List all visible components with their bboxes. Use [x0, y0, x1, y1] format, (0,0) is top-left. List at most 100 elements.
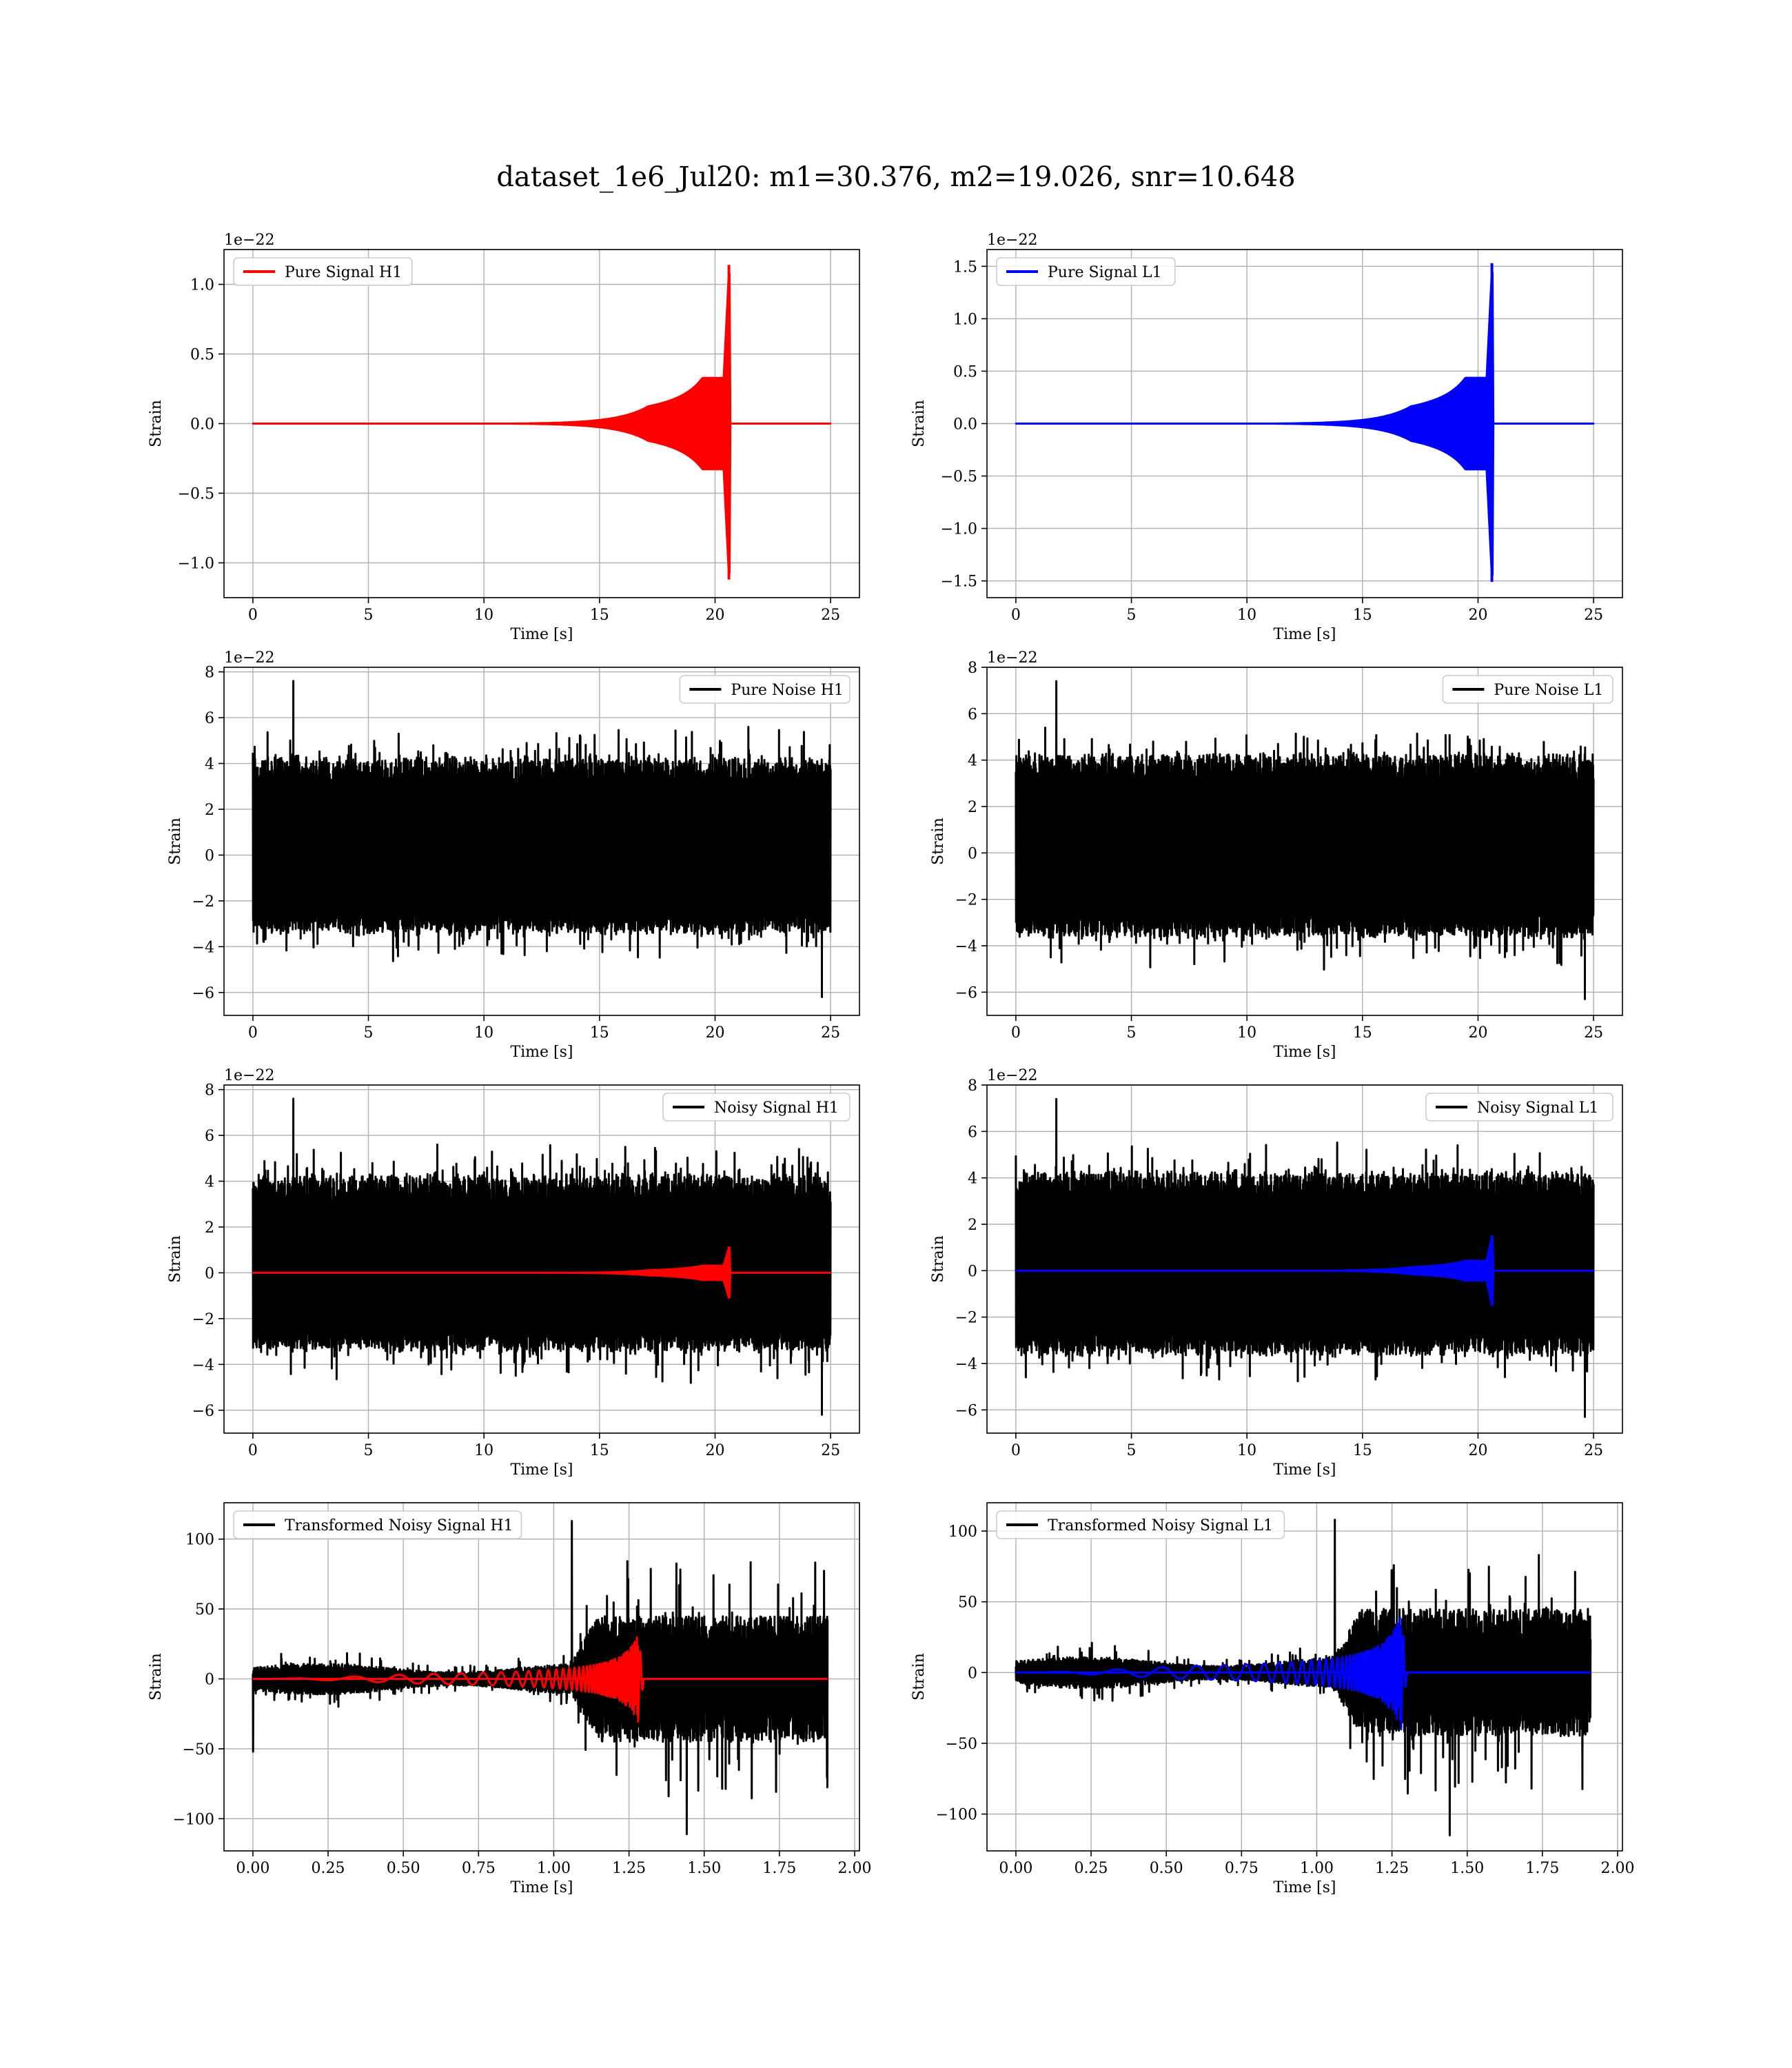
- series-line: [252, 1636, 828, 1723]
- x-axis-label: Time [s]: [1273, 1461, 1336, 1479]
- series-line: [1015, 680, 1595, 1000]
- y-tick-label: 0: [205, 1672, 214, 1689]
- x-tick-label: 0: [1011, 607, 1021, 624]
- plot-area: [1015, 1519, 1592, 1836]
- y-axis-label: Strain: [167, 818, 184, 865]
- x-tick-label: 10: [1237, 1442, 1256, 1459]
- legend-label: Transformed Noisy Signal L1: [1048, 1517, 1273, 1534]
- y-axis-label: Strain: [147, 1653, 165, 1701]
- axes-frame: [223, 667, 860, 1016]
- y-tick-label: −4: [192, 1357, 214, 1374]
- x-tick-label: 0.75: [462, 1860, 496, 1877]
- x-tick-label: 0: [1011, 1024, 1021, 1042]
- x-tick-label: 20: [705, 1024, 724, 1042]
- y-tick-label: 4: [968, 1170, 977, 1188]
- y-tick-label: 8: [205, 1082, 214, 1099]
- axes-frame: [223, 1502, 860, 1852]
- y-tick-label: 50: [958, 1594, 977, 1612]
- y-tick-label: −2: [955, 1310, 977, 1327]
- axes-frame: [986, 1502, 1623, 1852]
- series-line: [252, 1247, 832, 1299]
- x-tick-label: 10: [474, 607, 493, 624]
- plot-area: [252, 1097, 832, 1416]
- x-tick-label: 15: [1353, 1442, 1372, 1459]
- series-line: [252, 273, 832, 574]
- x-axis-label: Time [s]: [510, 1044, 573, 1061]
- panel-noisy-signal-l1: 0 5 10 15 20 25 −6 −4 −2 0 2 4 6 8 Time [s] Strain 1e−22…: [930, 1067, 1623, 1479]
- y-tick-label: −0.5: [941, 469, 977, 486]
- y-tick-label: −2: [955, 892, 977, 909]
- series-line: [1015, 1616, 1591, 1731]
- axes-frame: [986, 667, 1623, 1016]
- x-tick-label: 5: [364, 1024, 374, 1042]
- x-tick-label: 0: [248, 1442, 258, 1459]
- y-tick-label: 4: [205, 756, 214, 773]
- y-tick-label: 0: [968, 845, 977, 862]
- y-tick-label: −100: [173, 1811, 214, 1828]
- y-tick-label: −50: [946, 1736, 977, 1753]
- y-tick-label: 0.0: [190, 416, 214, 434]
- x-tick-label: 10: [474, 1024, 493, 1042]
- y-tick-label: 6: [205, 1128, 214, 1145]
- y-tick-label: 6: [968, 1124, 977, 1141]
- legend-box: [233, 257, 413, 286]
- y-tick-label: −1.0: [941, 521, 977, 538]
- y-tick-label: 4: [968, 753, 977, 770]
- y-tick-label: 0.5: [953, 363, 977, 381]
- y-tick-label: −1.0: [178, 556, 214, 573]
- x-tick-label: 0.25: [1075, 1860, 1108, 1877]
- x-tick-label: 5: [1127, 1442, 1137, 1459]
- legend-box: [233, 1510, 522, 1539]
- x-axis-label: Time [s]: [510, 1461, 573, 1479]
- y-tick-label: 100: [185, 1532, 214, 1549]
- y-tick-label: −1.5: [941, 574, 977, 591]
- x-tick-label: 10: [1237, 607, 1256, 624]
- x-tick-label: 1.75: [762, 1860, 796, 1877]
- y-tick-label: 1.5: [953, 258, 977, 276]
- x-tick-label: 0: [248, 607, 258, 624]
- x-tick-label: 0.25: [312, 1860, 345, 1877]
- series-line: [1015, 1097, 1595, 1418]
- legend-label: Pure Noise H1: [731, 682, 844, 699]
- x-tick-label: 15: [590, 1024, 609, 1042]
- x-axis-label: Time [s]: [510, 626, 573, 643]
- y-tick-label: 0: [968, 1263, 977, 1280]
- y-tick-label: 8: [205, 665, 214, 682]
- figure-title: dataset_1e6_Jul20: m1=30.376, m2=19.026,…: [496, 161, 1295, 193]
- y-tick-label: −6: [192, 985, 214, 1002]
- panel-pure-signal-l1: 0 5 10 15 20 25 −1.5 −1.0 −0.5 0.0 0.5 1.0 1.5 Time […: [910, 232, 1623, 643]
- x-tick-label: 0.75: [1225, 1860, 1259, 1877]
- series-line: [252, 1519, 829, 1836]
- y-axis-label: Strain: [910, 400, 928, 447]
- x-tick-label: 1.50: [687, 1860, 721, 1877]
- y-axis-label: Strain: [910, 1653, 928, 1701]
- y-tick-label: 2: [205, 802, 214, 819]
- x-tick-label: 15: [590, 607, 609, 624]
- x-tick-label: 25: [821, 1442, 840, 1459]
- x-tick-label: 1.75: [1525, 1860, 1559, 1877]
- legend-box: [662, 1093, 851, 1122]
- y-tick-label: 0.0: [953, 416, 977, 434]
- legend-label: Transformed Noisy Signal H1: [285, 1517, 513, 1534]
- y-tick-label: −4: [955, 1356, 977, 1373]
- y-tick-label: 2: [968, 799, 977, 816]
- y-tick-label: 2: [205, 1219, 214, 1237]
- y-tick-label: −6: [192, 1403, 214, 1420]
- x-tick-label: 0.00: [236, 1860, 269, 1877]
- y-tick-label: −4: [955, 938, 977, 955]
- plot-area: [1015, 680, 1595, 1000]
- x-tick-label: 5: [364, 1442, 374, 1459]
- x-tick-label: 0.50: [1150, 1860, 1183, 1877]
- x-tick-label: 15: [1353, 607, 1372, 624]
- y-offset-label: 1e−22: [224, 1067, 274, 1084]
- plot-area: [252, 680, 832, 998]
- y-axis-label: Strain: [930, 818, 947, 865]
- series-line: [252, 1097, 832, 1416]
- legend: Transformed Noisy Signal H1: [233, 1510, 522, 1539]
- legend: Pure Noise H1: [679, 675, 851, 704]
- x-tick-label: 0: [248, 1024, 258, 1042]
- x-tick-label: 25: [821, 607, 840, 624]
- y-axis-label: Strain: [167, 1235, 184, 1283]
- legend-label: Pure Signal L1: [1048, 264, 1162, 281]
